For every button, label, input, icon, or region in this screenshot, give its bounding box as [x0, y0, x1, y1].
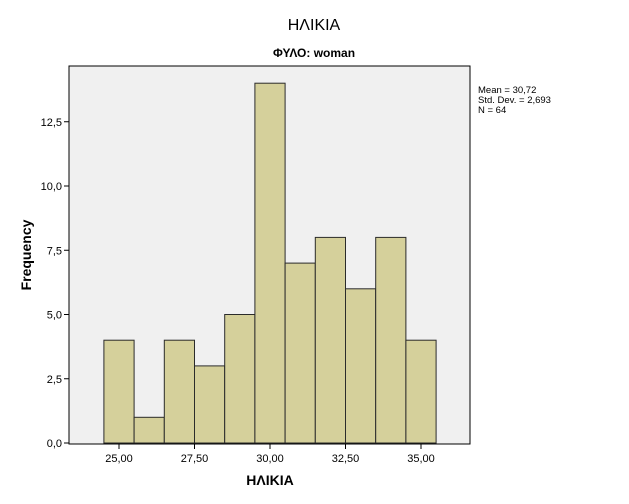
y-tick-label: 10,0	[41, 181, 62, 193]
histogram-bar	[254, 82, 286, 444]
histogram-bar	[284, 262, 316, 444]
y-tick-label: 0,0	[47, 438, 62, 450]
x-axis-label: ΗΛΙΚΙΑ	[246, 472, 293, 488]
x-axis: 25,00 27,50 30,00 32,50 35,00	[105, 444, 435, 465]
panel-subtitle: ΦΥΛΟ: woman	[273, 46, 355, 60]
y-tick-label: 7,5	[47, 245, 62, 257]
histogram-bar	[163, 339, 196, 444]
histogram-bar	[405, 339, 437, 444]
x-tick-label: 35,00	[407, 453, 435, 465]
stats-line: Mean = 30,72	[478, 85, 536, 96]
stats-line: N = 64	[478, 105, 506, 116]
x-tick-label: 30,00	[256, 453, 284, 465]
x-tick-label: 32,50	[332, 453, 360, 465]
stats-line: Std. Dev. = 2,693	[478, 95, 551, 106]
x-tick-label: 27,50	[181, 453, 209, 465]
histogram-bar	[133, 416, 165, 444]
y-tick-label: 5,0	[47, 310, 62, 322]
x-tick-label: 25,00	[105, 453, 133, 465]
y-tick-label: 12,5	[41, 117, 62, 129]
histogram-bar	[224, 314, 256, 444]
histogram-bar	[103, 339, 135, 444]
bars-group	[103, 82, 437, 444]
y-axis: 0,0 2,5 5,0 7,5 10,0 12,5	[41, 117, 69, 450]
y-tick-label: 2,5	[47, 374, 62, 386]
y-axis-label: Frequency	[18, 219, 34, 290]
histogram-bar	[314, 236, 346, 444]
histogram-bar	[194, 365, 226, 444]
histogram-bar	[375, 236, 407, 444]
chart-title: ΗΛΙΚΙΑ	[288, 17, 341, 34]
histogram-bar	[345, 288, 377, 444]
